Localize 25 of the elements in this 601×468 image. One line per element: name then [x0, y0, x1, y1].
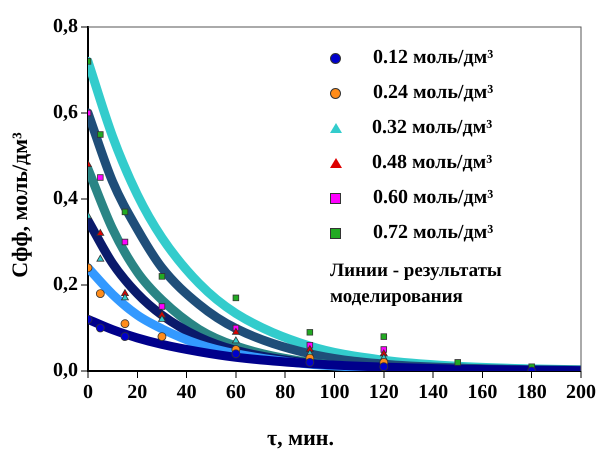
x-tick-label: 0 — [83, 381, 93, 404]
legend-label: 0.72 моль/дм³ — [373, 221, 494, 243]
legend-label: 0.32 моль/дм³ — [372, 116, 492, 138]
x-tick-label: 60 — [226, 381, 246, 404]
x-tick-label: 160 — [467, 381, 498, 404]
x-tick-label: 20 — [127, 381, 148, 404]
y-tick-label: 0,4 — [53, 187, 78, 210]
x-tick-label: 120 — [368, 381, 399, 404]
x-axis-title: τ, мин. — [266, 425, 335, 451]
x-tick-label: 200 — [566, 381, 596, 404]
y-axis-title: Cфф, моль/дм³ — [7, 132, 33, 278]
y-tick-label: 0,0 — [53, 359, 78, 382]
x-tick-label: 140 — [418, 381, 448, 404]
legend-label: 0.12 моль/дм³ — [373, 46, 494, 68]
y-tick-label: 0,6 — [53, 101, 78, 124]
x-tick-label: 180 — [516, 381, 547, 404]
x-tick-label: 80 — [275, 381, 296, 404]
y-tick-label: 0,8 — [53, 15, 78, 38]
legend-label: 0.48 моль/дм³ — [372, 151, 492, 173]
legend-label: 0.60 моль/дм³ — [373, 186, 494, 208]
y-tick-label: 0,2 — [53, 273, 78, 296]
legend-label: 0.24 моль/дм³ — [373, 81, 494, 103]
annotation: Линии - результаты моделирования — [330, 259, 503, 309]
x-tick-label: 40 — [176, 381, 197, 404]
x-tick-label: 100 — [320, 381, 350, 404]
